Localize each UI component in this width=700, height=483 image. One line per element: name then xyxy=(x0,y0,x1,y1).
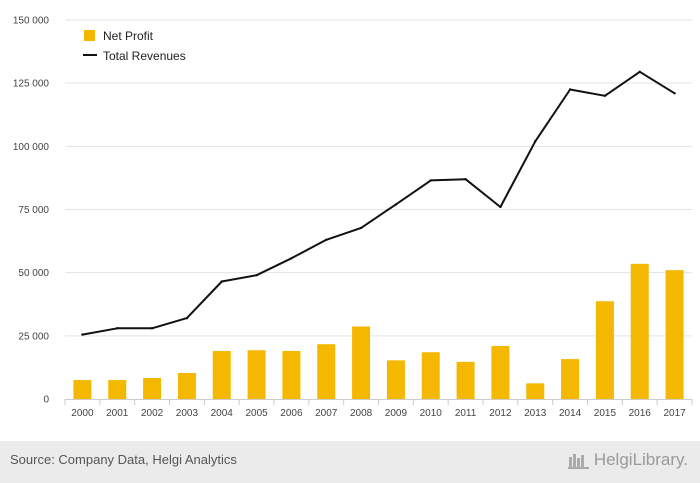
y-tick-label: 125 000 xyxy=(13,79,50,90)
bar-net-profit xyxy=(317,344,336,399)
bar-series xyxy=(73,263,684,399)
x-tick-label: 2011 xyxy=(455,408,477,419)
legend-label-total-revenues: Total Revenues xyxy=(103,49,186,63)
brand-name: HelgiLibrary. xyxy=(593,450,688,469)
y-axis-ticks: 0 25 000 50 000 75 000 100 000 125 000 150 000 xyxy=(13,16,50,406)
x-tick-label: 2009 xyxy=(385,408,408,419)
point-total-revenues xyxy=(499,205,502,209)
point-total-revenues xyxy=(534,140,537,143)
point-total-revenues xyxy=(150,327,154,330)
point-total-revenues xyxy=(673,92,676,95)
point-total-revenues xyxy=(394,203,398,206)
x-tick-label: 2006 xyxy=(280,408,303,419)
point-total-revenues xyxy=(603,94,607,98)
x-tick-label: 2002 xyxy=(141,408,164,419)
point-total-revenues xyxy=(255,273,258,277)
legend-label-net-profit: Net Profit xyxy=(103,29,154,43)
y-tick-label: 25 000 xyxy=(18,331,49,342)
bar-net-profit xyxy=(282,350,301,399)
combo-chart: 0 25 000 50 000 75 000 100 000 125 000 150 000… xyxy=(13,16,693,419)
y-tick-label: 50 000 xyxy=(18,268,49,279)
point-total-revenues xyxy=(81,333,84,336)
point-total-revenues xyxy=(325,238,328,242)
bar-net-profit xyxy=(386,360,405,399)
line-series xyxy=(81,70,676,336)
x-tick-label: 2016 xyxy=(629,408,652,419)
x-tick-label: 2012 xyxy=(489,408,512,419)
bar-net-profit xyxy=(630,263,649,399)
bar-net-profit xyxy=(421,352,440,399)
x-tick-label: 2001 xyxy=(106,408,129,419)
bar-net-profit xyxy=(177,372,196,399)
bar-net-profit xyxy=(561,359,580,399)
x-tick-label: 2013 xyxy=(524,408,547,419)
point-total-revenues xyxy=(429,179,432,182)
y-tick-label: 150 000 xyxy=(13,16,50,27)
x-tick-label: 2000 xyxy=(71,408,94,419)
bar-net-profit xyxy=(212,350,231,399)
point-total-revenues xyxy=(568,88,572,91)
x-tick-label: 2004 xyxy=(211,408,234,419)
y-tick-label: 100 000 xyxy=(13,142,50,153)
x-tick-label: 2017 xyxy=(663,408,686,419)
x-tick-label: 2005 xyxy=(245,408,268,419)
footer: Source: Company Data, Helgi Analytics He… xyxy=(0,441,700,483)
x-tick-label: 2014 xyxy=(559,408,582,419)
brand: HelgiLibrary. xyxy=(567,450,688,470)
bar-net-profit xyxy=(491,345,510,399)
point-total-revenues xyxy=(220,280,223,283)
y-tick-label: 75 000 xyxy=(18,205,49,216)
y-tick-label: 0 xyxy=(43,395,49,406)
point-total-revenues xyxy=(359,226,363,230)
grid xyxy=(65,19,692,337)
x-tick-label: 2008 xyxy=(350,408,373,419)
x-tick-label: 2010 xyxy=(420,408,443,419)
x-axis: 2000 2001 2002 2003 2004 2005 2006 2007 2008 2009… xyxy=(64,399,693,419)
bar-net-profit xyxy=(352,326,371,399)
x-tick-label: 2007 xyxy=(315,408,338,419)
point-total-revenues xyxy=(185,316,189,320)
bar-net-profit xyxy=(143,378,162,399)
library-logo-icon xyxy=(567,454,589,469)
legend-swatch-net-profit xyxy=(84,30,95,41)
bar-net-profit xyxy=(665,270,684,399)
point-total-revenues xyxy=(290,257,293,260)
point-total-revenues xyxy=(116,327,119,330)
point-total-revenues xyxy=(464,177,467,181)
bar-net-profit xyxy=(456,361,475,399)
bar-net-profit xyxy=(526,383,545,399)
bar-net-profit xyxy=(73,380,92,399)
legend: Net Profit Total Revenues xyxy=(83,29,186,63)
source-note: Source: Company Data, Helgi Analytics xyxy=(10,452,237,467)
x-tick-label: 2003 xyxy=(176,408,199,419)
line-total-revenues xyxy=(82,70,676,336)
bar-net-profit xyxy=(595,301,614,399)
bar-net-profit xyxy=(247,350,266,399)
bar-net-profit xyxy=(108,380,127,399)
x-tick-label: 2015 xyxy=(594,408,617,419)
point-total-revenues xyxy=(638,70,641,73)
